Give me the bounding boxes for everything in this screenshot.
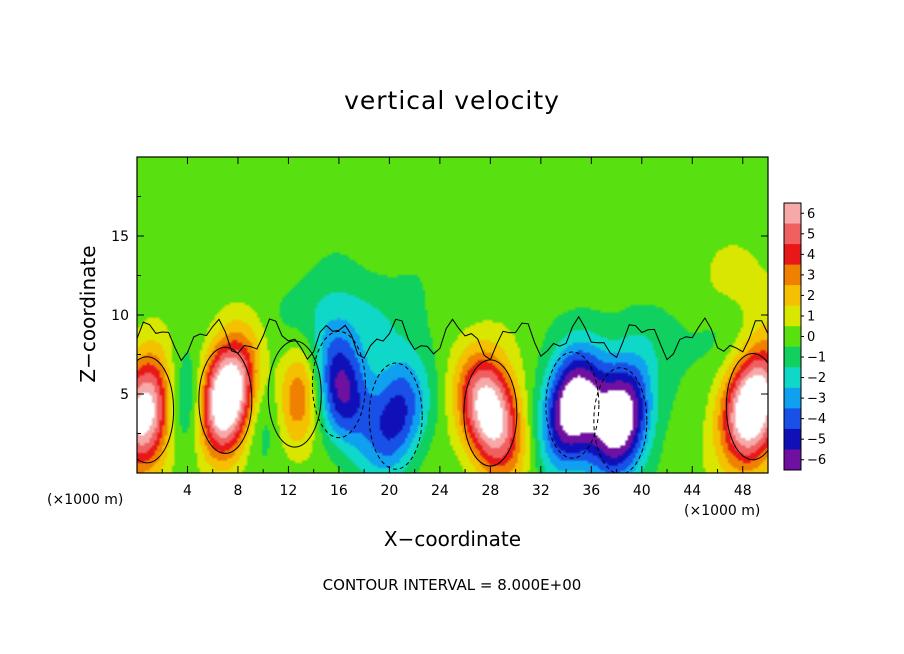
contour-line bbox=[368, 362, 423, 470]
colorbar-swatch bbox=[784, 346, 801, 368]
contour-line bbox=[267, 340, 322, 448]
colorbar-label: 2 bbox=[807, 289, 815, 304]
x-tick-label: 32 bbox=[532, 483, 550, 499]
colorbar-label: −5 bbox=[807, 433, 826, 448]
x-tick-label: 20 bbox=[380, 483, 398, 499]
y-axis: 5 10 15 bbox=[111, 196, 768, 434]
colorbar-swatch bbox=[784, 387, 801, 409]
x-axis-label: X−coordinate bbox=[383, 527, 522, 551]
contour-line bbox=[198, 346, 253, 454]
x-unit-label-left: (×1000 m) bbox=[47, 492, 124, 508]
colorbar: 6 5 4 3 2 1 0 −1 −2 −3 −4 −5 −6 bbox=[783, 202, 826, 471]
contour-line bbox=[311, 330, 366, 439]
x-tick-label: 16 bbox=[330, 483, 348, 499]
x-axis: 4 8 12 16 20 24 28 32 36 40 44 48 bbox=[161, 157, 752, 499]
contour-line bbox=[593, 367, 648, 473]
colorbar-label: 0 bbox=[807, 330, 815, 345]
x-tick-label: 12 bbox=[280, 483, 298, 499]
colorbar-label: −6 bbox=[807, 453, 826, 468]
x-unit-label-right: (×1000 m) bbox=[684, 503, 761, 519]
x-tick-label: 36 bbox=[582, 483, 600, 499]
x-tick-label: 28 bbox=[481, 483, 499, 499]
colorbar-label: −3 bbox=[807, 392, 826, 407]
contour-line bbox=[725, 353, 768, 461]
colorbar-label: 4 bbox=[807, 248, 815, 263]
colorbar-swatch bbox=[784, 285, 801, 307]
colorbar-label: −1 bbox=[807, 351, 826, 366]
colorbar-label: 6 bbox=[807, 207, 815, 222]
colorbar-swatch bbox=[784, 449, 801, 471]
y-axis-label: Z−coordinate bbox=[76, 245, 100, 383]
y-tick-label: 10 bbox=[111, 308, 129, 324]
y-tick-label: 5 bbox=[120, 387, 129, 403]
velocity-field bbox=[137, 157, 768, 473]
x-tick-label: 40 bbox=[633, 483, 651, 499]
colorbar-swatch bbox=[784, 244, 801, 266]
colorbar-label: 3 bbox=[807, 268, 815, 283]
colorbar-swatch bbox=[784, 203, 801, 225]
x-tick-label: 48 bbox=[734, 483, 752, 499]
x-tick-label: 44 bbox=[683, 483, 701, 499]
contour-line-zero bbox=[137, 315, 768, 362]
x-tick-label: 24 bbox=[431, 483, 449, 499]
colorbar-swatch bbox=[784, 264, 801, 286]
chart-title: vertical velocity bbox=[344, 86, 560, 115]
colorbar-swatch bbox=[784, 367, 801, 389]
colorbar-label: 1 bbox=[807, 309, 815, 324]
x-tick-label: 4 bbox=[183, 483, 192, 499]
colorbar-swatch bbox=[784, 223, 801, 245]
contour-line bbox=[545, 351, 600, 459]
y-tick-label: 15 bbox=[111, 229, 129, 245]
colorbar-label: −4 bbox=[807, 412, 826, 427]
x-tick-label: 8 bbox=[233, 483, 242, 499]
contour-line bbox=[137, 356, 175, 464]
colorbar-label: 5 bbox=[807, 227, 815, 242]
colorbar-swatch bbox=[784, 305, 801, 327]
colorbar-label: −2 bbox=[807, 371, 826, 386]
colorbar-swatch bbox=[784, 408, 801, 430]
colorbar-swatch bbox=[784, 428, 801, 450]
contour-interval-note: CONTOUR INTERVAL = 8.000E+00 bbox=[322, 576, 582, 594]
colorbar-swatch bbox=[784, 326, 801, 348]
